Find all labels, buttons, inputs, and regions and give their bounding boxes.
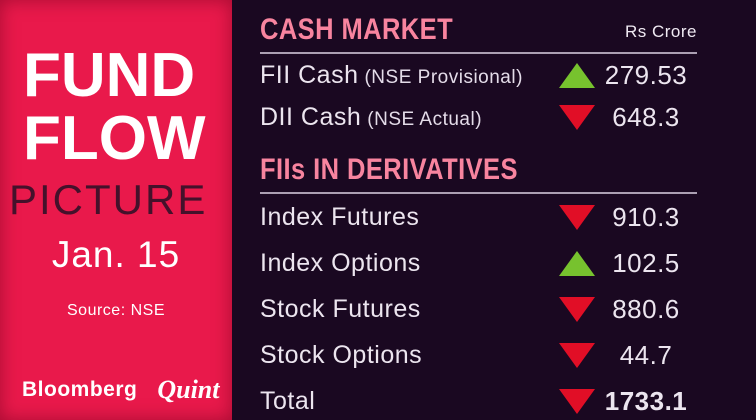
bloomberg-logo: Bloomberg	[22, 378, 138, 401]
row-sublabel: (NSE Provisional)	[364, 66, 523, 88]
derivatives-header: FIIs IN DERIVATIVES	[260, 153, 697, 187]
row-label: Total	[260, 386, 316, 415]
main-title-line2: FLOW	[23, 104, 206, 174]
derivatives-title: FIIs IN DERIVATIVES	[260, 153, 518, 186]
data-panel: CASH MARKET Rs Crore FII Cash (NSE Provis…	[232, 0, 756, 420]
down-triangle-icon	[559, 204, 595, 230]
table-row-index-futures: Index Futures 910.3	[260, 194, 697, 240]
up-triangle-icon	[559, 62, 595, 88]
main-title-line1: FUND	[23, 41, 196, 110]
row-sublabel: (NSE Actual)	[367, 108, 483, 130]
down-triangle-icon	[559, 296, 595, 322]
row-label: Stock Options	[260, 340, 423, 369]
row-value: 44.7	[619, 339, 673, 370]
table-row-dii-cash: DII Cash (NSE Actual) 648.3	[260, 96, 697, 138]
table-row-stock-futures: Stock Futures 880.6	[260, 286, 697, 332]
row-value: 648.3	[612, 101, 680, 132]
row-label: Index Futures	[260, 202, 420, 231]
table-row-index-options: Index Options 102.5	[260, 240, 697, 286]
unit-label: Rs Crore	[624, 22, 697, 41]
cash-market-title: CASH MARKET	[260, 13, 454, 46]
header-underline	[260, 52, 697, 54]
table-row-stock-options: Stock Options 44.7	[260, 332, 697, 378]
date-label: Jan. 15	[51, 234, 181, 276]
main-title-line3: PICTURE	[9, 176, 208, 224]
table-row-total: Total 1733.1	[260, 378, 697, 420]
source-label: Source: NSE	[67, 302, 165, 320]
brand-logo: Bloomberg Quint	[22, 375, 220, 405]
table-row-fii-cash: FII Cash (NSE Provisional) 279.53	[260, 54, 697, 96]
up-triangle-icon	[559, 250, 595, 276]
row-label: FII Cash (NSE Provisional)	[260, 60, 523, 89]
row-label: Index Options	[260, 248, 421, 277]
row-label: Stock Futures	[260, 294, 421, 323]
row-value: 1733.1	[604, 385, 688, 416]
quint-logo: Quint	[157, 375, 220, 404]
row-label: DII Cash (NSE Actual)	[260, 102, 483, 131]
down-triangle-icon	[559, 388, 595, 414]
row-value: 910.3	[612, 201, 680, 232]
main-title: FUND FLOW	[23, 41, 232, 174]
down-triangle-icon	[559, 342, 595, 368]
left-branding-panel: FUND FLOW PICTURE Jan. 15 Source: NSE Bl…	[0, 0, 232, 420]
cash-market-header: CASH MARKET Rs Crore	[260, 13, 697, 47]
row-value: 880.6	[612, 293, 680, 324]
row-value: 279.53	[604, 59, 688, 90]
row-value: 102.5	[612, 247, 680, 278]
down-triangle-icon	[559, 104, 595, 130]
header-underline	[260, 192, 697, 194]
